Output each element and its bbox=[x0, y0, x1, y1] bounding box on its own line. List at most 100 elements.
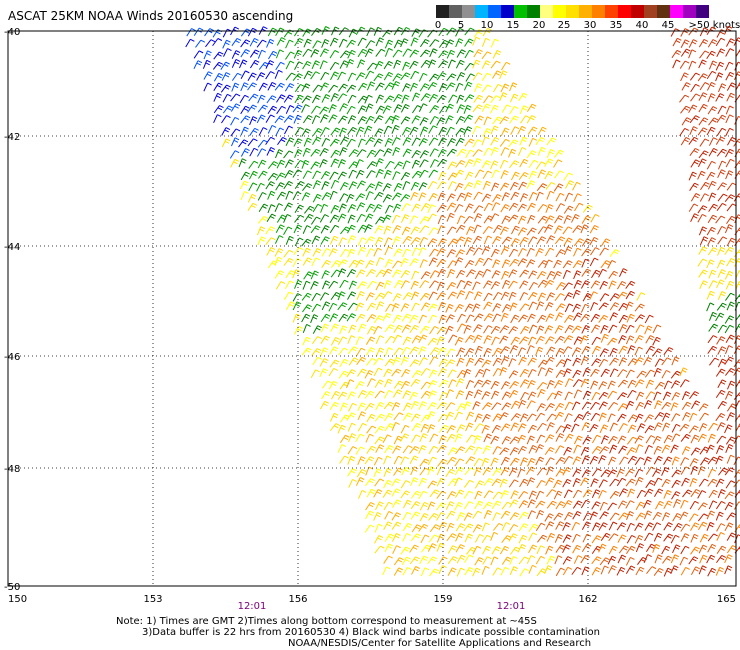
wind-barb bbox=[492, 357, 502, 367]
wind-barb bbox=[455, 249, 465, 258]
wind-barb bbox=[717, 358, 727, 368]
wind-barb bbox=[463, 401, 472, 411]
wind-barb bbox=[690, 533, 699, 543]
wind-barb bbox=[247, 202, 258, 211]
wind-barb bbox=[240, 115, 251, 124]
wind-barb bbox=[509, 447, 519, 456]
wind-barb bbox=[510, 422, 519, 432]
wind-barb bbox=[384, 47, 393, 57]
wind-barb bbox=[706, 521, 715, 531]
wind-barb bbox=[727, 380, 736, 390]
wind-barb bbox=[472, 139, 482, 148]
wind-barb bbox=[699, 27, 709, 37]
wind-barb bbox=[321, 301, 331, 311]
wind-barb bbox=[374, 545, 385, 554]
wind-barb bbox=[446, 249, 456, 258]
wind-barb bbox=[582, 367, 591, 377]
wind-barb bbox=[573, 336, 583, 345]
wind-barb bbox=[319, 400, 330, 410]
wind-barb bbox=[446, 269, 456, 278]
wind-barb bbox=[661, 478, 671, 488]
wind-barb bbox=[267, 172, 278, 181]
wind-barb bbox=[510, 238, 520, 247]
wind-barb bbox=[355, 259, 365, 268]
wind-barb bbox=[310, 314, 319, 324]
wind-barb bbox=[465, 357, 475, 367]
wind-barb bbox=[393, 435, 403, 445]
wind-barb bbox=[733, 367, 740, 376]
wind-barb bbox=[438, 83, 448, 92]
wind-barb bbox=[410, 490, 421, 499]
wind-barb bbox=[726, 215, 736, 225]
wind-barb bbox=[590, 247, 600, 256]
wind-barb bbox=[274, 235, 284, 244]
wind-barb bbox=[473, 458, 484, 467]
wind-barb bbox=[311, 235, 321, 245]
wind-barb bbox=[562, 423, 572, 433]
wind-barb bbox=[248, 170, 258, 180]
wind-barb bbox=[670, 444, 679, 454]
wind-barb bbox=[724, 390, 734, 400]
wind-barb bbox=[518, 556, 529, 565]
wind-barb bbox=[409, 126, 419, 136]
wind-barb bbox=[311, 115, 321, 125]
wind-barb bbox=[339, 181, 349, 191]
wind-barb bbox=[213, 82, 223, 91]
wind-barb bbox=[446, 73, 457, 82]
wind-barb bbox=[546, 422, 555, 431]
wind-barb bbox=[284, 280, 294, 289]
wind-barb bbox=[365, 510, 375, 520]
wind-barb bbox=[400, 116, 411, 125]
wind-barb bbox=[428, 59, 437, 69]
wind-barb bbox=[275, 27, 285, 37]
wind-barb bbox=[473, 389, 483, 399]
wind-barb bbox=[240, 82, 249, 92]
wind-barb bbox=[347, 335, 356, 345]
wind-barb bbox=[715, 511, 724, 521]
wind-barb bbox=[572, 303, 581, 313]
wind-barb bbox=[707, 39, 718, 48]
wind-barb bbox=[464, 479, 474, 488]
wind-barb bbox=[580, 378, 590, 388]
wind-barb bbox=[707, 180, 717, 190]
wind-barb bbox=[492, 512, 501, 521]
wind-barb bbox=[526, 150, 537, 159]
wind-barb bbox=[356, 126, 365, 136]
wind-barb bbox=[725, 436, 736, 445]
wind-barb bbox=[681, 82, 691, 91]
wind-barb bbox=[285, 51, 295, 60]
wind-barb bbox=[391, 368, 402, 377]
wind-barb bbox=[492, 413, 502, 422]
wind-barb bbox=[195, 39, 206, 48]
wind-barb bbox=[385, 303, 395, 312]
wind-barb bbox=[573, 279, 582, 289]
wind-barb bbox=[474, 423, 484, 432]
wind-barb bbox=[733, 359, 740, 368]
wind-barb bbox=[248, 160, 259, 169]
wind-barb bbox=[724, 224, 734, 234]
wind-barb bbox=[427, 501, 436, 511]
wind-barb bbox=[680, 533, 690, 542]
wind-barb bbox=[581, 258, 590, 268]
wind-barb bbox=[410, 466, 419, 476]
wind-barb bbox=[671, 469, 682, 478]
wind-barb bbox=[384, 533, 395, 542]
wind-barb bbox=[499, 70, 508, 80]
wind-barb bbox=[436, 490, 447, 499]
wind-barb bbox=[572, 369, 582, 379]
time-labels: 12:01 12:01 bbox=[238, 601, 526, 612]
wind-barb bbox=[517, 258, 528, 267]
wind-barb bbox=[455, 27, 464, 37]
wind-barb bbox=[510, 400, 521, 410]
wind-barb bbox=[420, 367, 431, 376]
wind-barb bbox=[429, 326, 439, 335]
wind-barb bbox=[572, 347, 582, 356]
wind-barb bbox=[717, 236, 728, 245]
wind-barb bbox=[283, 249, 294, 258]
wind-barb bbox=[427, 380, 438, 389]
wind-barb bbox=[482, 226, 493, 235]
wind-barb bbox=[697, 73, 708, 82]
wind-barb bbox=[518, 523, 529, 532]
colorbar-label: 30 bbox=[583, 20, 597, 31]
wind-barb bbox=[690, 159, 700, 168]
